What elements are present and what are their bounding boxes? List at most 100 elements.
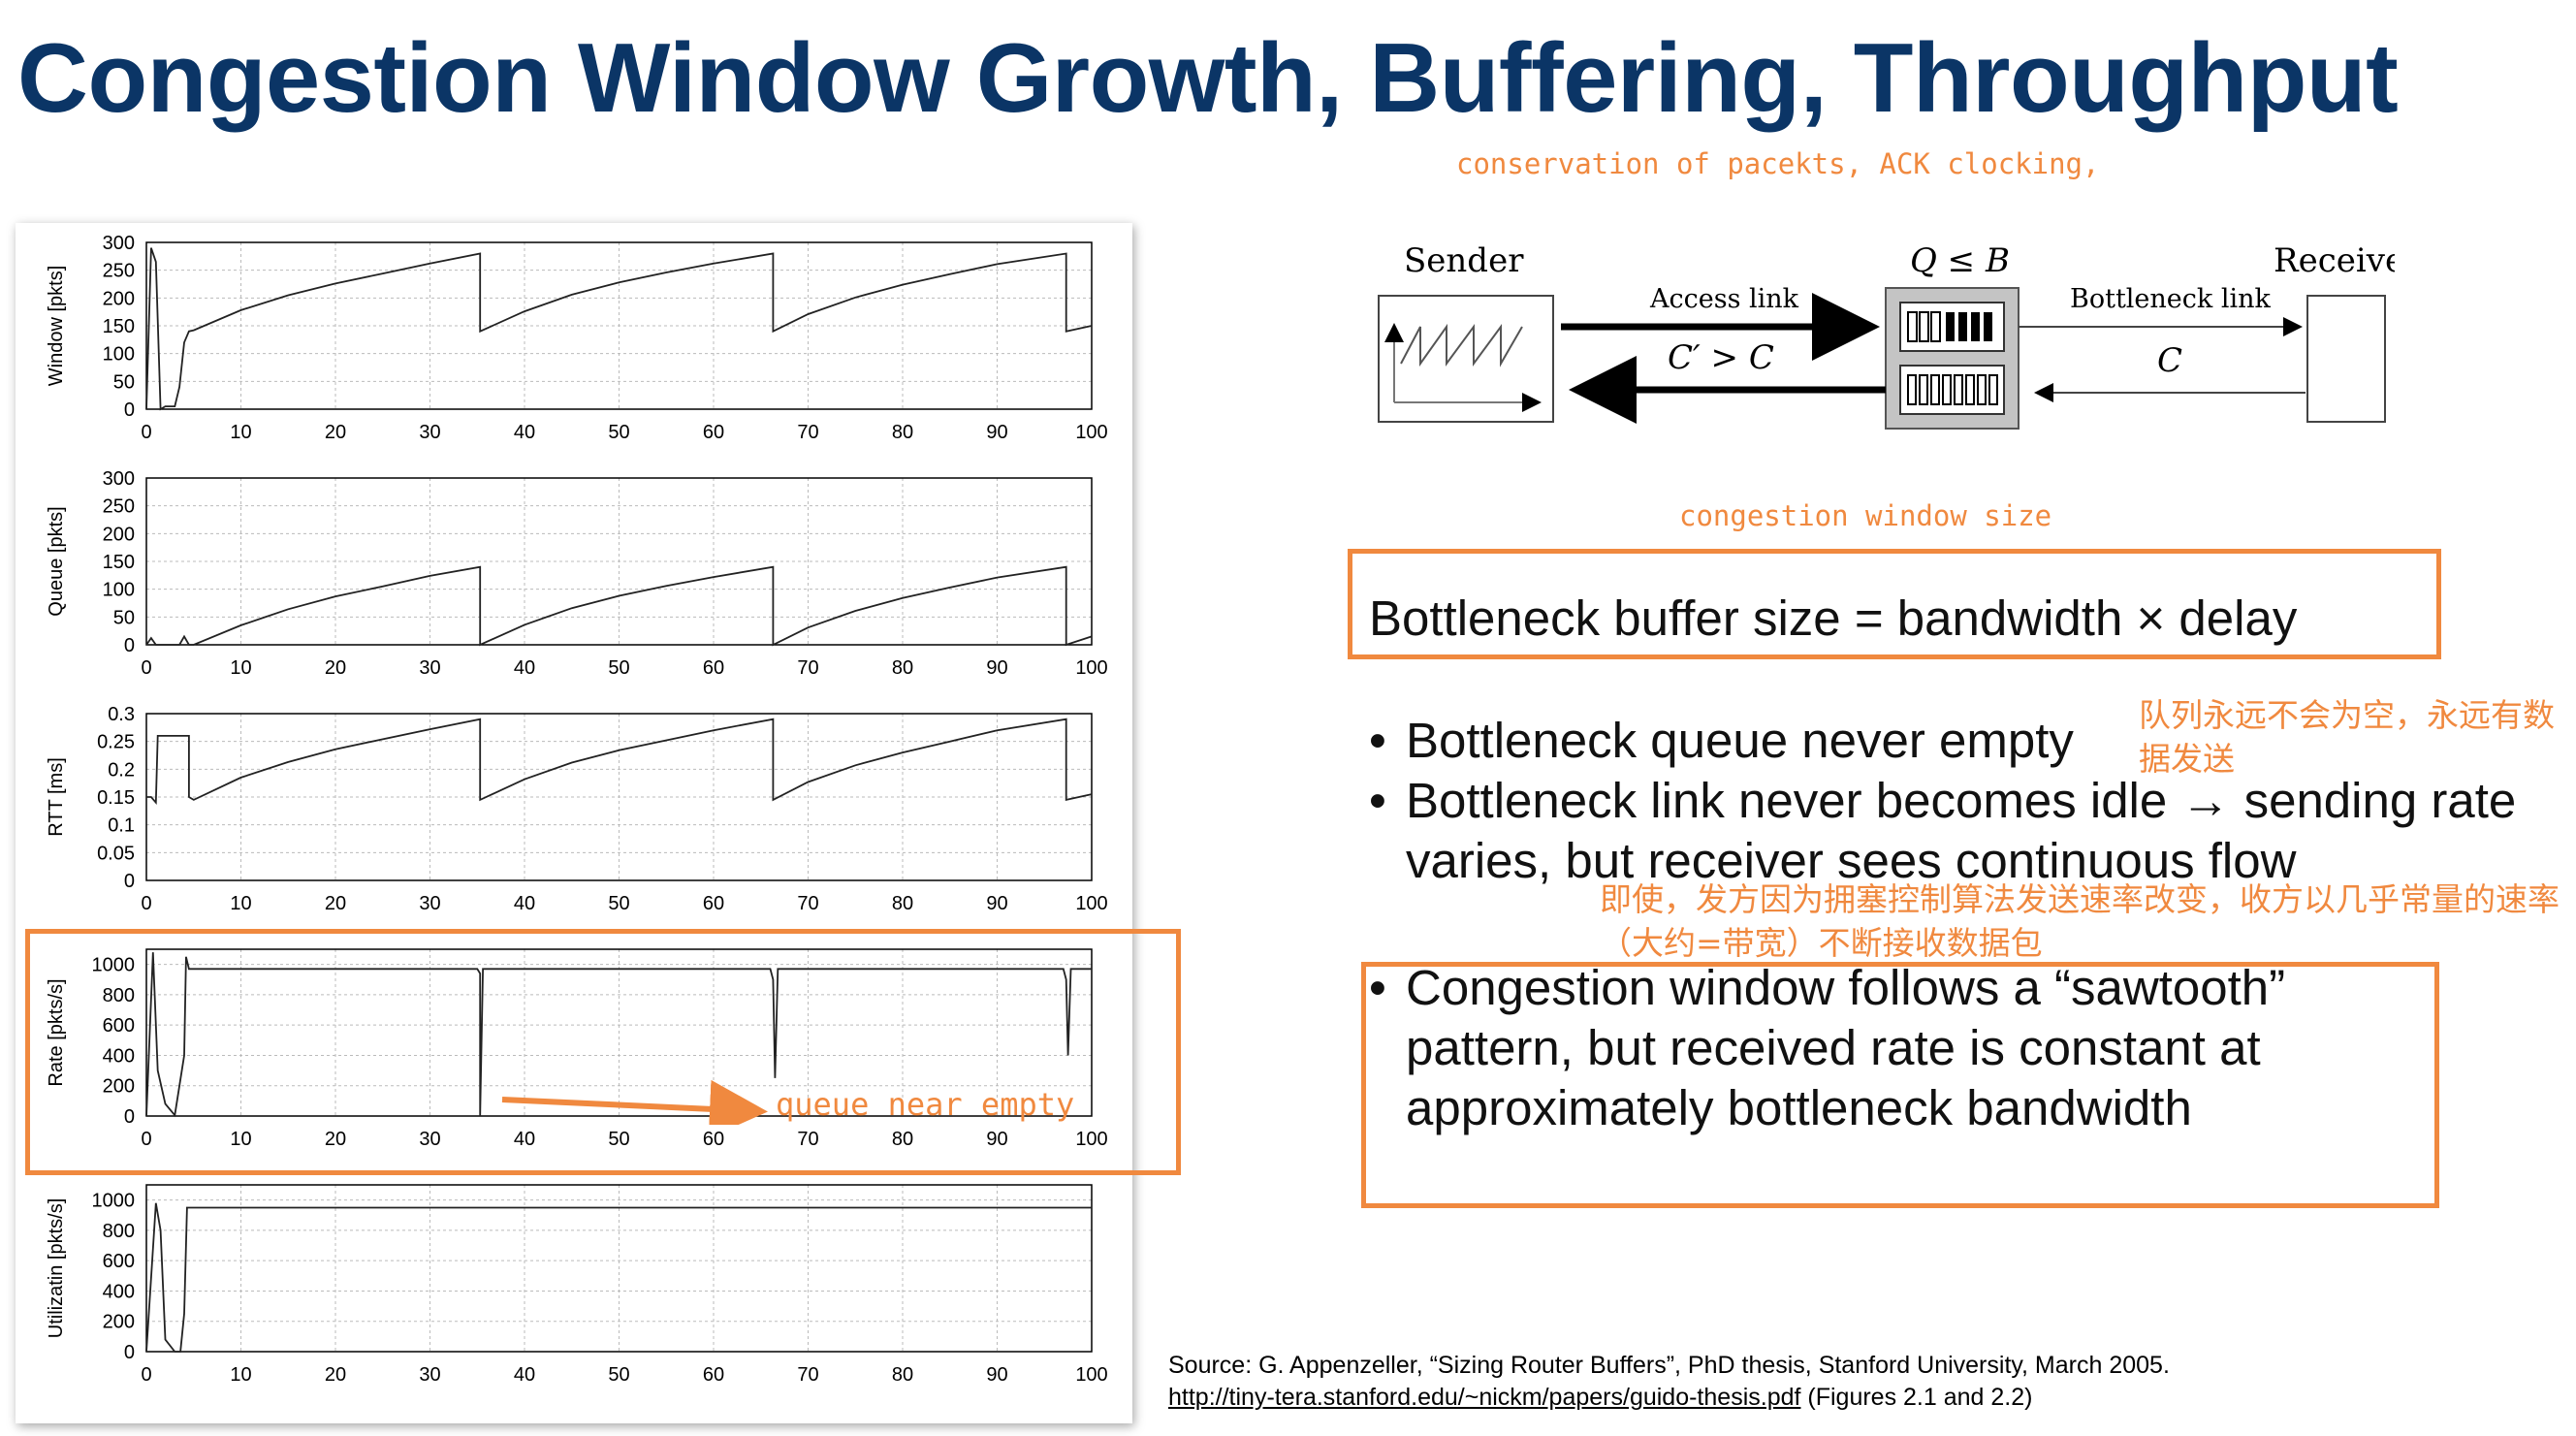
plot-frame	[145, 1184, 1093, 1353]
y-tick-label: 0.25	[97, 732, 135, 753]
x-tick-label: 30	[419, 1364, 440, 1386]
x-tick-label: 0	[141, 1364, 151, 1386]
bullet-list-top: • Bottleneck queue never empty • Bottlenec…	[1367, 711, 2516, 891]
x-tick-label: 50	[608, 657, 629, 679]
bullet-item: • Bottleneck queue never empty	[1369, 713, 2074, 768]
annotation-queue-near-empty: queue near empty	[776, 1086, 1075, 1123]
plot-1: 0 10 20 30 40 50 60 70 80 90 100 0 50 100 150 200 250 300…	[46, 468, 1108, 679]
x-tick-label: 80	[892, 1364, 913, 1386]
y-axis-label: Rate [pkts/s]	[46, 978, 67, 1086]
y-tick-label: 100	[103, 344, 135, 366]
y-tick-label: 200	[103, 524, 135, 545]
rate-plot-highlight-box	[25, 929, 1181, 1175]
x-tick-label: 100	[1075, 1129, 1107, 1150]
y-tick-label: 800	[103, 1221, 135, 1242]
x-tick-label: 90	[986, 657, 1007, 679]
y-tick-label: 200	[103, 1312, 135, 1333]
x-tick-label: 20	[325, 422, 346, 443]
plots-svg: 0 10 20 30 40 50 60 70 80 90 100050100150200250300…	[46, 233, 1108, 1386]
x-tick-label: 0	[141, 657, 151, 679]
y-tick-label: 800	[103, 985, 135, 1006]
x-tick-label: 70	[797, 1364, 818, 1386]
x-tick-label: 60	[703, 422, 724, 443]
y-tick-label: 250	[103, 261, 135, 282]
series-line	[145, 1202, 1092, 1353]
queue-label: Q ≤ B	[1910, 241, 2010, 280]
y-axis-label: RTT [ms]	[46, 757, 67, 836]
x-tick-label: 40	[514, 422, 535, 443]
x-tick-label: 10	[230, 893, 251, 914]
y-tick-label: 300	[103, 468, 135, 490]
y-tick-label: 200	[103, 288, 135, 309]
source-link[interactable]: http://tiny-tera.stanford.edu/~nickm/pap…	[1168, 1384, 1801, 1411]
x-tick-label: 0	[141, 422, 151, 443]
y-tick-label: 600	[103, 1251, 135, 1272]
x-tick-label: 90	[986, 422, 1007, 443]
y-tick-label: 300	[103, 233, 135, 254]
x-tick-label: 20	[325, 1364, 346, 1386]
sawtooth-bullet-box	[1361, 962, 2439, 1208]
x-tick-label: 40	[514, 1364, 535, 1386]
x-tick-label: 70	[797, 1129, 818, 1150]
plot-2: 0 10 20 30 40 50 60 70 80 90 100 0 0.05 0.1 0.15 0.2 0.2…	[46, 704, 1108, 914]
y-tick-label: 0.05	[97, 843, 135, 864]
x-tick-label: 50	[608, 1364, 629, 1386]
y-tick-label: 0.1	[108, 815, 135, 837]
y-tick-label: 100	[103, 580, 135, 601]
x-tick-label: 80	[892, 1129, 913, 1150]
x-tick-label: 30	[419, 893, 440, 914]
x-tick-label: 40	[514, 657, 535, 679]
x-tick-label: 100	[1075, 893, 1107, 914]
y-tick-label: 0.2	[108, 759, 135, 781]
y-tick-label: 0.3	[108, 704, 135, 725]
x-tick-label: 40	[514, 1129, 535, 1150]
x-tick-label: 70	[797, 422, 818, 443]
x-tick-label: 60	[703, 893, 724, 914]
series-line	[145, 565, 1093, 647]
x-tick-label: 0	[141, 1129, 151, 1150]
plot-frame	[145, 948, 1093, 1117]
x-tick-label: 60	[703, 1129, 724, 1150]
x-tick-label: 90	[986, 1129, 1007, 1150]
x-tick-label: 20	[325, 657, 346, 679]
x-tick-label: 10	[230, 1364, 251, 1386]
bottleneck-link-label: Bottleneck link	[2070, 284, 2272, 314]
access-rate-label: C′ > C	[1668, 338, 1774, 377]
x-tick-label: 20	[325, 893, 346, 914]
source-suffix: (Figures 2.1 and 2.2)	[1800, 1384, 2033, 1411]
x-tick-label: 90	[986, 1364, 1007, 1386]
x-tick-label: 30	[419, 422, 440, 443]
y-tick-label: 0.15	[97, 787, 135, 809]
y-axis-label: Utilizatin [pkts/s]	[46, 1198, 67, 1338]
plot-4: 0 10 20 30 40 50 60 70 80 90 10002004006008001000U…	[46, 1184, 1108, 1386]
bullet-item: • Congestion window follows a “sawtooth” …	[1369, 960, 2286, 1135]
x-tick-label: 10	[230, 422, 251, 443]
annotation-conservation: conservation of pacekts, ACK clocking,	[1456, 147, 2100, 180]
queue-near-empty-arrow	[501, 1079, 768, 1125]
bottleneck-rate-label: C	[2157, 341, 2182, 380]
x-tick-label: 80	[892, 657, 913, 679]
sender-label: Sender	[1404, 241, 1524, 280]
formula-box	[1348, 549, 2441, 659]
plot-3: 0 10 20 30 40 50 60 70 80 90 10002004006008001000R…	[46, 948, 1108, 1150]
plot-frame	[145, 477, 1093, 646]
x-tick-label: 20	[325, 1129, 346, 1150]
sawtooth-icon	[1384, 323, 1542, 412]
source-text: Source: G. Appenzeller, “Sizing Router B…	[1168, 1352, 2170, 1379]
y-tick-label: 50	[113, 607, 135, 628]
y-tick-label: 0	[124, 635, 135, 656]
y-tick-label: 1000	[92, 955, 136, 976]
bullet-list-bottom: • Congestion window follows a “sawtooth” …	[1367, 958, 2395, 1138]
annotation-receiver-rate-cn: 即使，发方因为拥塞控制算法发送速率改变，收方以几乎常量的速率（大约=带宽）不断接…	[1600, 880, 2560, 962]
x-tick-label: 50	[608, 422, 629, 443]
access-link-label: Access link	[1649, 284, 1799, 314]
slide-title: Congestion Window Growth, Buffering, Thr…	[17, 24, 2399, 133]
buffer-size-formula: Bottleneck buffer size = bandwidth × del…	[1369, 590, 2298, 646]
x-tick-label: 30	[419, 1129, 440, 1150]
x-tick-label: 10	[230, 657, 251, 679]
x-tick-label: 80	[892, 893, 913, 914]
x-tick-label: 60	[703, 657, 724, 679]
network-diagram: Sender Receiver Q ≤ B Access link C′ > C…	[1378, 241, 2395, 430]
y-tick-label: 0	[124, 399, 135, 421]
receiver-box	[2306, 295, 2386, 423]
